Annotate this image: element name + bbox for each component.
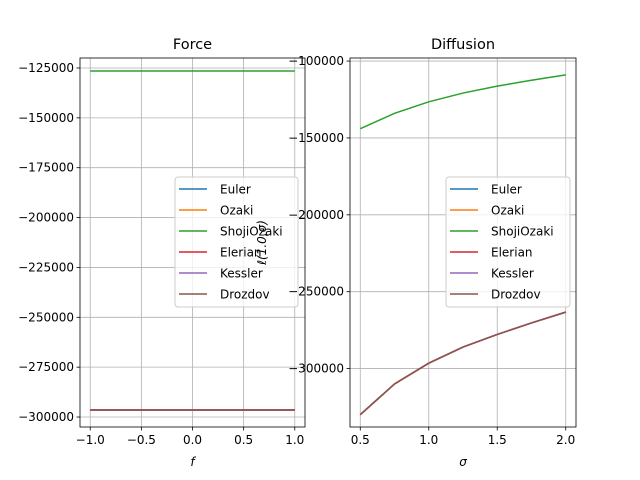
y-tick-label: −150000 — [18, 111, 74, 125]
y-tick-label: −300000 — [288, 362, 344, 376]
legend-label-elerian: Elerian — [220, 246, 262, 260]
y-tick-label: −300000 — [18, 410, 74, 424]
y-tick-label: −150000 — [288, 131, 344, 145]
legend: Euler Ozaki ShojiOzaki Elerian Kessler Drozdo… — [174, 176, 299, 308]
y-tick-label: −125000 — [18, 61, 74, 75]
x-tick-label: 1.5 — [488, 433, 507, 447]
axes-frame — [349, 57, 577, 428]
x-tick-label: 0.5 — [351, 433, 370, 447]
x-axis-label: σ — [459, 455, 467, 469]
x-tick-label: 1.0 — [285, 433, 304, 447]
y-tick-label: −200000 — [18, 211, 74, 225]
series-line-shojiozaki — [359, 74, 566, 130]
x-tick-label: 2.0 — [556, 433, 575, 447]
force-panel: −1.0 −0.5 0.0 0.5 1.0 −300000 −275000 −250000 −2… — [18, 37, 306, 469]
diffusion-panel: 0.5 1.0 1.5 2.0 −300000 −250000 −200000 −150000… — [255, 37, 577, 469]
legend-label-kessler: Kessler — [491, 267, 534, 281]
legend-label-kessler: Kessler — [220, 267, 263, 281]
y-tick-label: −225000 — [18, 260, 74, 274]
x-tick-label: 0.0 — [183, 433, 202, 447]
legend-label-drozdov: Drozdov — [220, 288, 270, 302]
y-tick-label: −200000 — [288, 208, 344, 222]
legend-label-shojiozaki: ShojiOzaki — [491, 225, 554, 239]
legend-label-ozaki: Ozaki — [491, 204, 524, 218]
legend-label-shojiozaki: ShojiOzaki — [220, 225, 283, 239]
legend-label-euler: Euler — [220, 183, 251, 197]
chart-title: Force — [173, 37, 212, 53]
x-axis-label: f — [190, 455, 196, 469]
legend-label-elerian: Elerian — [491, 246, 533, 260]
y-tick-label: −250000 — [288, 285, 344, 299]
y-axis-label: ℓ(1.0,σ) — [255, 220, 269, 266]
y-tick-label: −100000 — [288, 54, 344, 68]
chart-title: Diffusion — [431, 37, 495, 53]
x-tick-label: 0.5 — [234, 433, 253, 447]
legend-label-ozaki: Ozaki — [220, 204, 253, 218]
series-line-drozdov — [359, 311, 566, 416]
legend-label-euler: Euler — [491, 183, 522, 197]
y-tick-label: −175000 — [18, 161, 74, 175]
y-tick-label: −275000 — [18, 360, 74, 374]
legend: Euler Ozaki ShojiOzaki Elerian Kessler Drozdo… — [445, 176, 571, 308]
x-tick-label: −0.5 — [127, 433, 156, 447]
x-tick-label: −1.0 — [76, 433, 105, 447]
y-tick-label: −250000 — [18, 310, 74, 324]
legend-label-drozdov: Drozdov — [491, 288, 541, 302]
x-tick-label: 1.0 — [419, 433, 438, 447]
